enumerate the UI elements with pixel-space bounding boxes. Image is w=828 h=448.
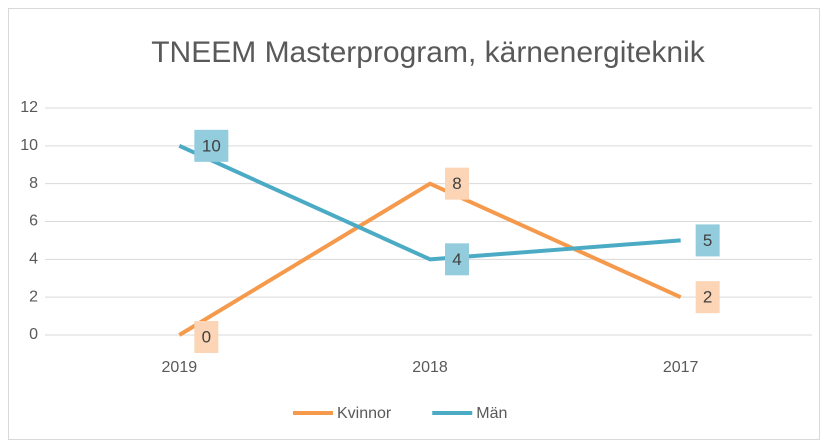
series-line [178, 144, 681, 262]
y-tick-label: 4 [29, 251, 38, 268]
data-label: 10 [202, 136, 221, 155]
data-label-box [445, 243, 469, 276]
data-label-box [445, 167, 469, 200]
data-label: 4 [452, 250, 461, 269]
data-label-box [194, 129, 229, 162]
y-tick-label: 8 [29, 175, 38, 192]
chart-border [8, 8, 820, 440]
data-label-box [194, 321, 219, 353]
data-label-box [695, 281, 720, 314]
y-tick-label: 12 [20, 99, 38, 116]
y-tick-label: 0 [29, 326, 38, 343]
series-line [178, 181, 682, 337]
x-tick-label: 2017 [663, 359, 699, 376]
x-tick-label: 2018 [412, 359, 448, 376]
y-tick-label: 2 [29, 288, 38, 305]
y-tick-label: 10 [20, 137, 38, 154]
data-label: 0 [202, 327, 211, 346]
chart-title: TNEEM Masterprogram, kärnenergiteknik [151, 36, 706, 69]
legend-label: Kvinnor [337, 405, 392, 422]
data-label: 2 [703, 288, 712, 307]
x-tick-label: 2019 [162, 359, 198, 376]
data-label-box [695, 224, 720, 257]
data-label: 8 [452, 174, 461, 193]
data-label: 5 [703, 231, 712, 250]
legend-label: Män [476, 405, 507, 422]
y-tick-label: 6 [29, 213, 38, 230]
